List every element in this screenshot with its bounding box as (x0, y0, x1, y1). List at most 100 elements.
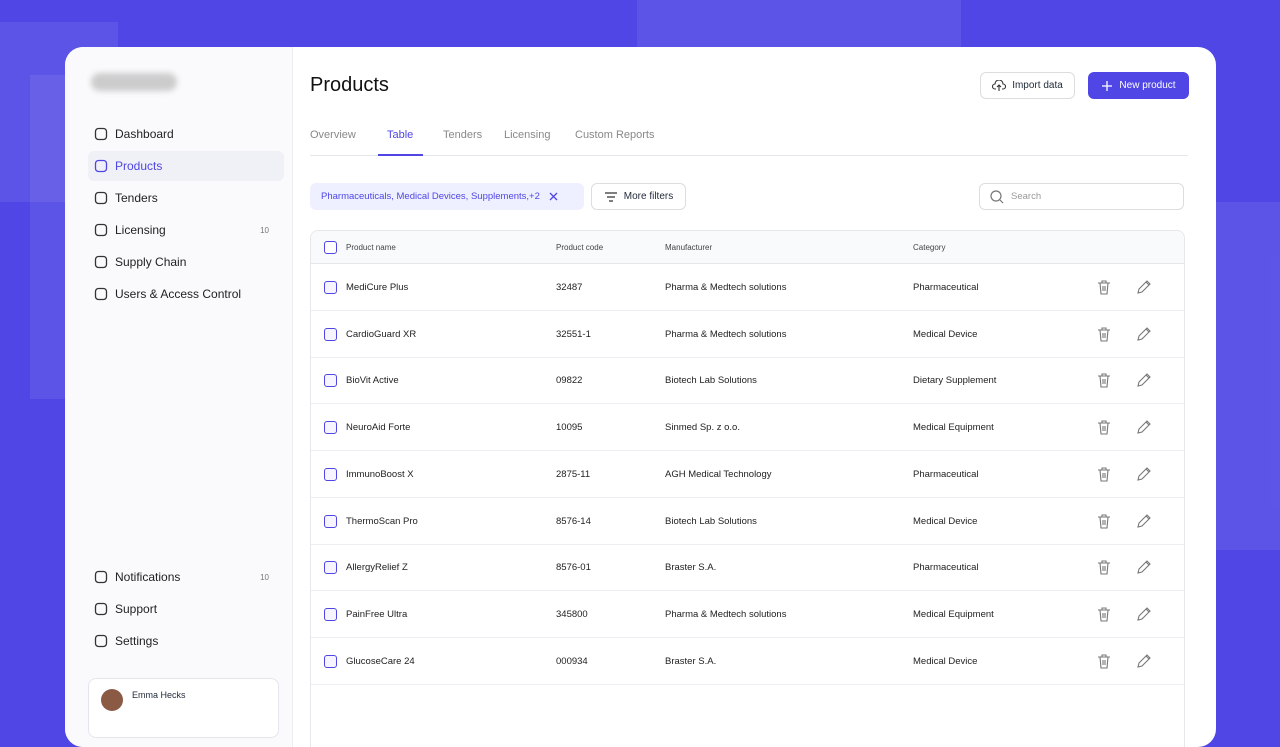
checkbox[interactable] (324, 561, 337, 575)
edit-button[interactable] (1136, 420, 1151, 440)
table-cell: 8576-01 (556, 562, 591, 574)
edit-button[interactable] (1136, 560, 1151, 580)
row-divider (311, 683, 1184, 685)
column-header: Category (913, 243, 946, 252)
row-divider (311, 496, 1184, 498)
delete-button[interactable] (1097, 560, 1111, 580)
table-cell: Braster S.A. (665, 655, 717, 667)
chip-label: Pharmaceuticals, Medical Devices, Supple… (321, 191, 540, 202)
table-cell: CardioGuard XR (346, 328, 417, 340)
row-divider (311, 356, 1184, 358)
table-header (311, 231, 1184, 264)
checkbox[interactable] (324, 374, 337, 388)
delete-button[interactable] (1097, 513, 1111, 534)
nav-item[interactable]: Supply Chain (88, 247, 284, 277)
checkbox[interactable] (324, 421, 337, 435)
row-divider (311, 636, 1184, 638)
logo (91, 73, 177, 91)
table-cell: AGH Medical Technology (665, 468, 772, 480)
nav-label: Settings (115, 634, 159, 648)
checkbox[interactable] (324, 327, 337, 341)
tab[interactable]: Licensing (504, 129, 551, 141)
delete-button[interactable] (1097, 280, 1111, 300)
nav-item[interactable]: Dashboard (88, 119, 284, 149)
row-divider (311, 543, 1184, 545)
checkbox[interactable] (324, 607, 337, 621)
tab[interactable]: Tenders (443, 129, 483, 141)
nav-badge: 10 (260, 572, 269, 582)
new-product-button[interactable]: New product (1088, 72, 1189, 99)
delete-button[interactable] (1097, 373, 1111, 393)
table-cell: 32487 (556, 282, 583, 293)
checkbox[interactable] (324, 241, 337, 254)
nav-item[interactable]: Settings (88, 626, 284, 656)
app-window: Emma Hecks Dashboard Products Tenders Licen… (65, 47, 1216, 747)
import-button[interactable]: Import data (980, 72, 1075, 99)
table-cell: PainFree Ultra (346, 608, 408, 620)
tab[interactable]: Custom Reports (575, 129, 655, 141)
row-divider (311, 590, 1184, 592)
nav-label: Products (115, 159, 163, 173)
delete-button[interactable] (1097, 607, 1111, 627)
table-cell: Biotech Lab Solutions (665, 375, 757, 387)
nav-item[interactable]: Tenders (88, 183, 284, 213)
edit-button[interactable] (1136, 373, 1151, 393)
row-divider (311, 450, 1184, 452)
table-cell: Pharmaceutical (913, 562, 979, 574)
button-label: More filters (623, 191, 674, 202)
table-cell: Medical Device (913, 515, 978, 527)
checkbox[interactable] (324, 281, 337, 294)
delete-button[interactable] (1097, 467, 1111, 487)
table-cell: NeuroAid Forte (346, 422, 411, 434)
table-cell: GlucoseCare 24 (346, 655, 415, 667)
tab[interactable]: Table (387, 129, 414, 141)
edit-button[interactable] (1136, 326, 1151, 347)
table-cell: 8576-14 (556, 515, 591, 527)
table-cell: 32551-1 (556, 328, 591, 340)
page-title: Products (310, 74, 389, 96)
edit-button[interactable] (1136, 653, 1151, 674)
column-header: Manufacturer (665, 243, 713, 252)
delete-button[interactable] (1097, 327, 1111, 347)
edit-button[interactable] (1136, 467, 1151, 487)
search-placeholder: Search (1011, 191, 1042, 202)
table-cell: Medical Equipment (913, 422, 994, 434)
row-divider (311, 403, 1184, 405)
delete-button[interactable] (1097, 420, 1111, 440)
column-header: Product code (556, 243, 604, 252)
table-cell: Dietary Supplement (913, 375, 997, 387)
nav-item[interactable]: Products (88, 151, 284, 181)
tab[interactable]: Overview (310, 129, 356, 141)
nav-label: Supply Chain (115, 255, 187, 269)
button-label: New product (1119, 80, 1176, 91)
tab-underline (378, 154, 423, 156)
nav-label: Users & Access Control (115, 287, 242, 301)
table-cell: Pharmaceutical (913, 468, 979, 480)
edit-button[interactable] (1136, 607, 1151, 627)
nav-item[interactable]: Support (88, 594, 284, 624)
sidebar: Emma Hecks Dashboard Products Tenders Licen… (65, 47, 293, 747)
more-filters-button[interactable]: More filters (591, 183, 686, 210)
button-label: Import data (1012, 80, 1063, 91)
checkbox[interactable] (324, 654, 337, 668)
delete-button[interactable] (1097, 654, 1111, 674)
nav-item[interactable]: Licensing 10 (88, 215, 284, 245)
user-name: Emma Hecks (132, 690, 186, 700)
bg-shape (637, 0, 961, 47)
edit-button[interactable] (1136, 513, 1151, 534)
user-card[interactable]: Emma Hecks (88, 678, 279, 738)
search-input[interactable]: Search (979, 183, 1184, 210)
filter-chip[interactable]: Pharmaceuticals, Medical Devices, Supple… (310, 183, 584, 210)
bg-shape (1216, 202, 1280, 550)
column-header: Product name (346, 243, 396, 252)
nav-item[interactable]: Users & Access Control (88, 279, 284, 309)
nav-label: Notifications (115, 570, 181, 584)
table-cell: Braster S.A. (665, 562, 717, 574)
checkbox[interactable] (324, 467, 337, 481)
checkbox[interactable] (324, 514, 337, 528)
edit-button[interactable] (1136, 280, 1151, 300)
table-cell: Biotech Lab Solutions (665, 515, 757, 527)
table-cell: Pharma & Medtech solutions (665, 328, 787, 340)
nav-item[interactable]: Notifications 10 (88, 562, 284, 592)
